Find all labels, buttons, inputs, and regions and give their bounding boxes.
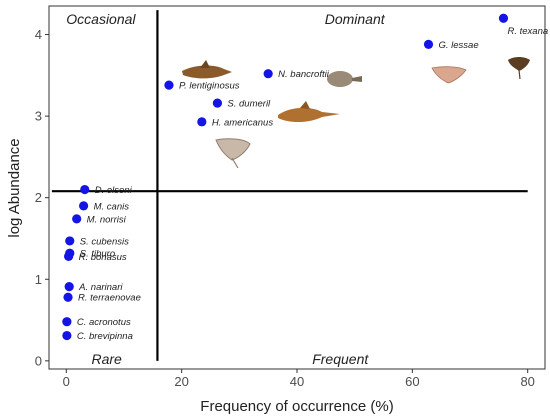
data-point xyxy=(197,117,207,127)
ray-illustration-guitarfish-icon xyxy=(182,60,232,79)
quadrant-lines xyxy=(51,10,528,361)
y-tick-label: 4 xyxy=(35,27,42,42)
data-point xyxy=(72,214,82,224)
data-label: S. cubensis xyxy=(80,236,129,247)
data-label: P. lentiginosus xyxy=(179,81,240,92)
data-label: M. norrisi xyxy=(87,214,127,225)
quadrant-label-frequent: Frequent xyxy=(312,351,369,367)
quadrant-label-occasional: Occasional xyxy=(66,11,136,27)
y-axis-title: log Abundance xyxy=(6,138,23,237)
y-tick-label: 2 xyxy=(35,190,42,205)
data-point xyxy=(62,317,72,327)
data-point xyxy=(80,184,90,195)
data-label: C. acronotus xyxy=(77,317,131,328)
data-label: S. tiburo xyxy=(80,249,115,260)
y-tick-label: 0 xyxy=(35,353,42,368)
data-label: G. lessae xyxy=(438,40,478,51)
ray-illustration-skate-pink-icon xyxy=(431,66,467,84)
data-point xyxy=(63,292,73,302)
data-point xyxy=(164,80,174,90)
y-tick-label: 1 xyxy=(35,272,42,287)
ray-illustration-thornback-icon xyxy=(508,57,530,80)
data-label: R. bonasus xyxy=(79,252,127,263)
axes: 0 20 40 60 80 0 1 2 3 4 xyxy=(35,5,546,389)
quadrant-label-rare: Rare xyxy=(91,351,122,367)
plot-background xyxy=(49,6,545,369)
data-label: S. dumeril xyxy=(227,99,271,110)
data-point xyxy=(65,236,75,246)
data-label: M. canis xyxy=(94,201,130,212)
data-point xyxy=(212,98,223,108)
data-point xyxy=(62,330,72,341)
x-tick-label: 80 xyxy=(520,374,534,389)
x-tick-label: 60 xyxy=(405,374,419,389)
data-label: R. texana xyxy=(507,26,548,37)
quadrant-labels: Occasional Dominant Rare Frequent xyxy=(66,11,385,367)
data-point xyxy=(423,39,434,49)
x-axis-title: Frequency of occurrence (%) xyxy=(200,398,393,415)
quadrant-label-dominant: Dominant xyxy=(325,11,386,27)
data-point xyxy=(79,201,89,211)
x-tick-label: 0 xyxy=(63,374,70,389)
data-point xyxy=(64,251,74,262)
ray-illustration-electric-ray-icon xyxy=(327,71,362,87)
y-tick-label: 3 xyxy=(35,109,42,124)
data-label: D. olseni xyxy=(95,185,133,196)
x-tick-label: 20 xyxy=(174,374,188,389)
data-points: R. texana G. lessae N. bancroftii P. lentig… xyxy=(62,13,548,342)
data-point xyxy=(64,282,74,292)
data-point xyxy=(498,13,509,23)
data-label: H. americanus xyxy=(212,117,273,128)
data-label: C. brevipinna xyxy=(77,331,133,342)
data-label: A. narinari xyxy=(78,282,123,293)
data-label: R. terraenovae xyxy=(78,293,141,304)
data-point xyxy=(263,69,273,79)
ray-illustration-skate-gray-icon xyxy=(215,138,251,169)
ray-illustration-sawfish-icon xyxy=(278,101,340,123)
x-tick-label: 40 xyxy=(290,374,304,389)
data-label: N. bancroftii xyxy=(278,69,330,80)
